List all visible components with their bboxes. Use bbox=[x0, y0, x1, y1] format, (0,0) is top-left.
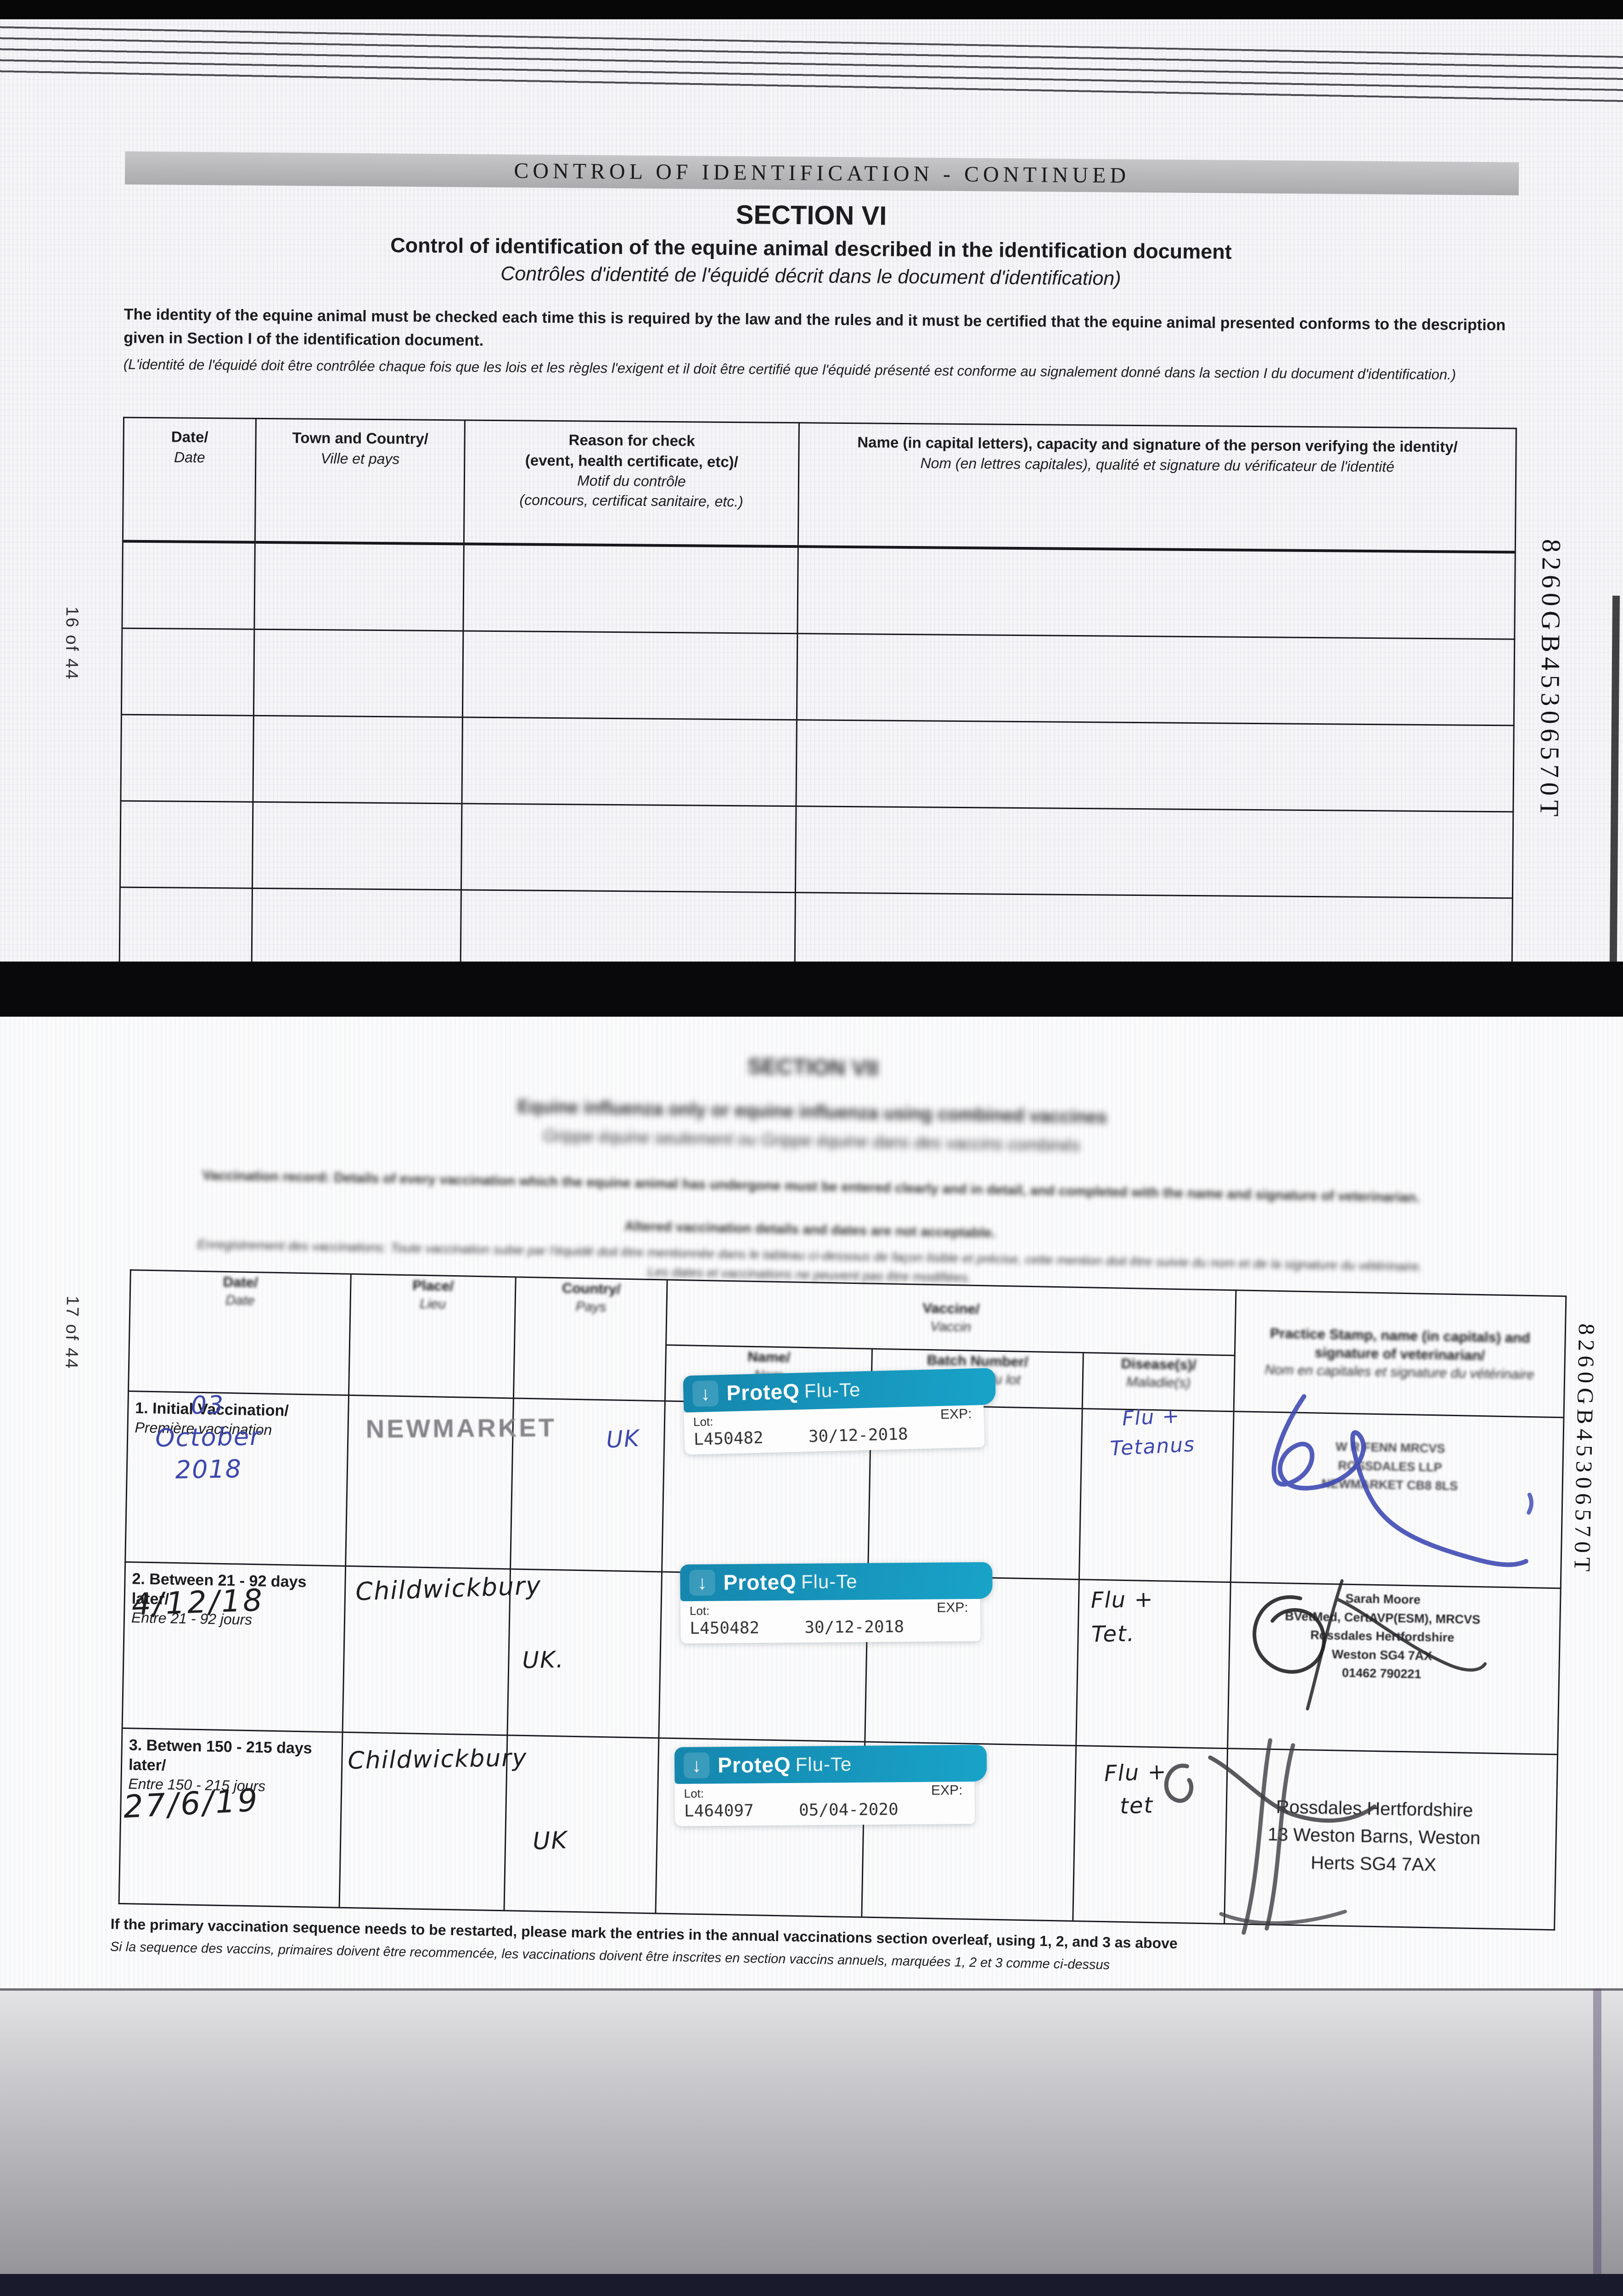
col-header-place: Place/Lieu bbox=[348, 1274, 516, 1398]
vaccination-note-en: Vaccination record: Details of every vac… bbox=[202, 1167, 1420, 1205]
lot-label: Lot: bbox=[689, 1604, 710, 1618]
down-arrow-icon: ↓ bbox=[692, 1380, 719, 1407]
signature-2 bbox=[1252, 1579, 1487, 1711]
sticker-variant: Flu-Te bbox=[801, 1570, 858, 1593]
empty-check-row bbox=[120, 715, 1514, 812]
signature-3 bbox=[1164, 1738, 1377, 1935]
lot-label: Lot: bbox=[684, 1786, 704, 1801]
col-header-vaccine: Vaccine/Vaccin bbox=[666, 1280, 1236, 1356]
empty-check-row bbox=[122, 541, 1516, 639]
empty-check-row bbox=[120, 801, 1513, 898]
handwritten-disease-2: Flu + Tet. bbox=[1090, 1586, 1154, 1648]
handwritten-date-3: 27/6/19 bbox=[122, 1782, 261, 1826]
page-section-vi-content: CONTROL OF IDENTIFICATION - CONTINUED SE… bbox=[0, 19, 1623, 962]
page-section-vii-content: SECTION VII Equine influenza only or equ… bbox=[0, 1017, 1623, 1988]
exp-label: EXP: bbox=[940, 1406, 972, 1422]
sticker-brand: ProteQ bbox=[726, 1379, 800, 1405]
page-section-vi: CONTROL OF IDENTIFICATION - CONTINUED SE… bbox=[0, 19, 1623, 962]
scan-top-edge bbox=[0, 0, 1623, 19]
section-vi-body-en: The identity of the equine animal must b… bbox=[124, 305, 1506, 349]
vaccine-sticker-1: ↓ ProteQ Flu-Te Lot: EXP: L450482 30/12-… bbox=[683, 1367, 997, 1455]
handwritten-date-2: 4/12/18 bbox=[131, 1582, 265, 1622]
lot-label: Lot: bbox=[693, 1414, 713, 1429]
exp-date: 30/12-2018 bbox=[808, 1424, 909, 1446]
scan-bottom-edge bbox=[0, 2274, 1623, 2296]
scanner-edge-shadow bbox=[1593, 1988, 1601, 2296]
page-section-vii: SECTION VII Equine influenza only or equ… bbox=[0, 1017, 1623, 1988]
exp-label: EXP: bbox=[931, 1782, 963, 1798]
vaccine-sticker-2: ↓ ProteQ Flu-Te Lot: EXP: L450482 30/12-… bbox=[680, 1562, 993, 1644]
empty-check-row bbox=[121, 628, 1515, 726]
page-fold-gap bbox=[0, 962, 1623, 1017]
sticker-brand: ProteQ bbox=[718, 1752, 791, 1778]
exp-date: 05/04-2020 bbox=[798, 1800, 899, 1820]
col-header-date: Date/Date bbox=[123, 417, 256, 542]
row3-label-en: 3. Betwen 150 - 215 days later/ bbox=[128, 1736, 312, 1774]
lot-number: L450482 bbox=[690, 1618, 760, 1638]
scanner-background bbox=[0, 1988, 1623, 2296]
signature-1 bbox=[1271, 1394, 1533, 1567]
handwritten-place-3: Childwickbury bbox=[347, 1744, 528, 1775]
identification-check-table: Date/Date Town and Country/Ville et pays… bbox=[118, 417, 1516, 962]
empty-check-row bbox=[119, 887, 1513, 962]
sticker-brand: ProteQ bbox=[723, 1570, 797, 1595]
handwritten-country-3: UK bbox=[532, 1826, 568, 1856]
lot-number: L450482 bbox=[693, 1428, 764, 1449]
handwritten-disease-1: Flu + Tetanus bbox=[1109, 1404, 1196, 1461]
down-arrow-icon: ↓ bbox=[684, 1752, 710, 1778]
lot-number: L464097 bbox=[684, 1801, 754, 1821]
handwritten-country-1: UK bbox=[605, 1424, 641, 1453]
col-header-reason: Reason for check (event, health certific… bbox=[464, 420, 799, 547]
col-header-name-signature: Name (in capital letters), capacity and … bbox=[798, 422, 1516, 552]
handwritten-date-1: 03 October 2018 bbox=[155, 1390, 261, 1485]
page-number-upper: 16 of 44 bbox=[62, 606, 82, 681]
sticker-variant: Flu-Te bbox=[804, 1379, 861, 1402]
page-number-lower: 17 of 44 bbox=[61, 1295, 82, 1370]
col-header-town-country: Town and Country/Ville et pays bbox=[255, 418, 465, 544]
down-arrow-icon: ↓ bbox=[689, 1570, 715, 1596]
scan-right-edge bbox=[1609, 596, 1620, 962]
vaccine-sticker-3: ↓ ProteQ Flu-Te Lot: EXP: L464097 05/04-… bbox=[674, 1745, 987, 1826]
table-header-row: Date/Date Town and Country/Ville et pays… bbox=[123, 417, 1516, 552]
handwritten-place-2: Childwickbury bbox=[355, 1571, 542, 1606]
col-header-date: Date/Date bbox=[128, 1270, 351, 1396]
document-code-upper: 8260GB45306570T bbox=[1534, 539, 1567, 822]
section-vii-heading: SECTION VII bbox=[747, 1054, 879, 1081]
exp-date: 30/12-2018 bbox=[804, 1617, 904, 1637]
section-vi-heading: SECTION VI bbox=[736, 200, 887, 231]
document-code-lower: 8260GB45306570T bbox=[1569, 1323, 1600, 1576]
handwritten-country-2: UK. bbox=[522, 1646, 565, 1674]
place-stamp-newmarket: NEWMARKET bbox=[365, 1412, 557, 1443]
sticker-variant: Flu-Te bbox=[795, 1753, 852, 1775]
col-header-country: Country/Pays bbox=[513, 1277, 668, 1401]
chapter-banner: CONTROL OF IDENTIFICATION - CONTINUED bbox=[125, 151, 1519, 196]
exp-label: EXP: bbox=[937, 1600, 968, 1615]
